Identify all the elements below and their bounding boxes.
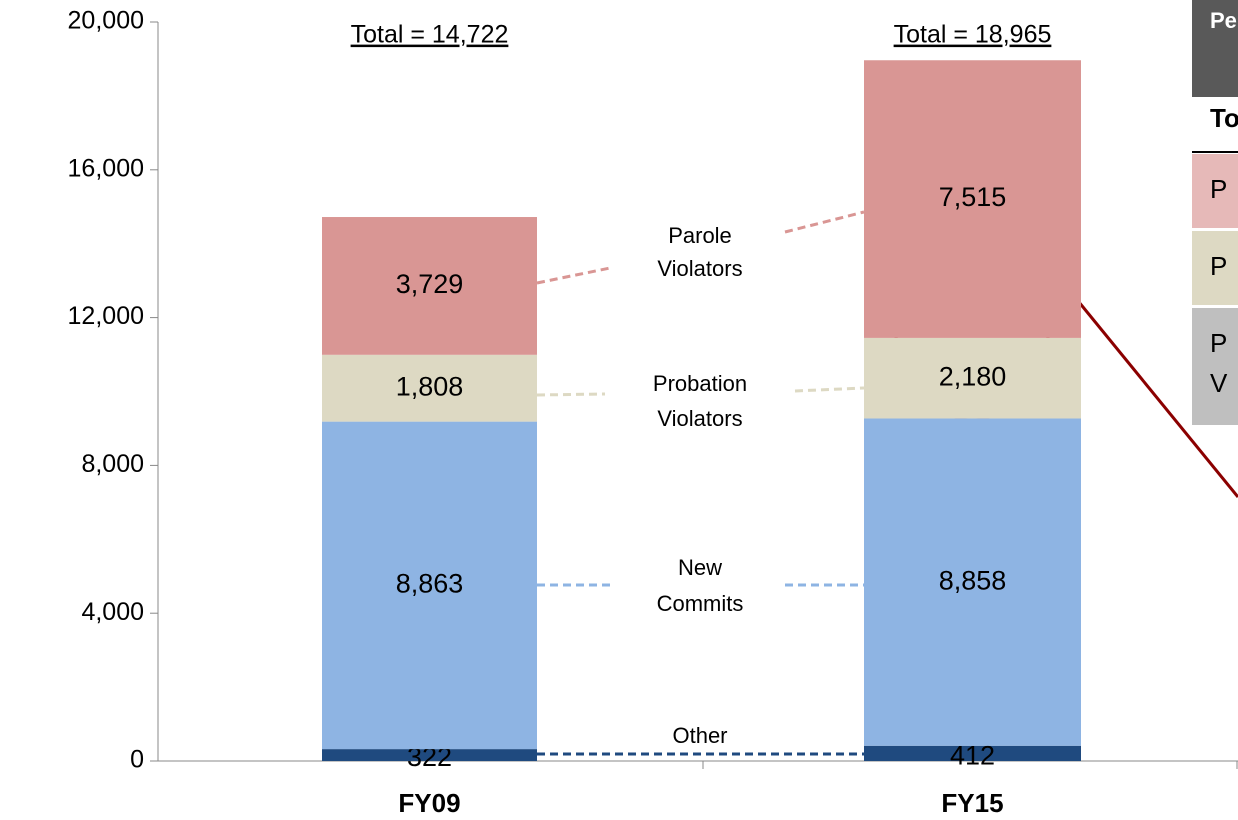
series-label-line: Violators <box>657 256 742 281</box>
panel-row-bg <box>1192 154 1238 228</box>
connector <box>536 392 606 397</box>
bar-segment <box>864 745 1081 761</box>
y-tick-label: 20,000 <box>68 7 144 35</box>
series-label: New Commits <box>657 555 744 616</box>
series-label-line: Probation <box>653 371 747 396</box>
y-tick-label: 16,000 <box>68 154 144 182</box>
x-tick-label: FY09 <box>398 788 460 818</box>
series-label: Other <box>672 723 727 748</box>
total-label: Total = 18,965 <box>894 21 1052 49</box>
panel-header: Pe <box>1210 8 1237 33</box>
value-label: 8,858 <box>939 565 1007 595</box>
panel-row-label: P <box>1210 251 1227 281</box>
series-label: Parole Violators <box>657 223 742 281</box>
panel-row-label: V <box>1210 368 1228 398</box>
value-label: 2,180 <box>939 361 1007 391</box>
bar-segment <box>322 217 537 355</box>
total-label: Total = 14,722 <box>351 21 509 49</box>
x-tick-label: FY15 <box>941 788 1003 818</box>
series-label-line: Parole <box>668 223 732 248</box>
bar-segment <box>322 421 537 750</box>
bar-segment <box>864 60 1081 338</box>
value-label: 7,515 <box>939 182 1007 212</box>
value-label: 1,808 <box>396 371 464 401</box>
series-label-line: New <box>678 555 722 580</box>
panel-row-label: P <box>1210 174 1227 204</box>
bar-segment <box>322 354 537 422</box>
connector <box>536 266 611 285</box>
series-label-line: Violators <box>657 406 742 431</box>
bar-segment <box>864 418 1081 746</box>
bar-segment <box>322 749 537 761</box>
panel-row-label: P <box>1210 328 1227 358</box>
value-label: 3,729 <box>396 269 464 299</box>
y-tick-label: 0 <box>130 746 144 774</box>
panel-column: To <box>1210 103 1238 133</box>
value-label: 8,863 <box>396 568 464 598</box>
connector <box>794 386 865 393</box>
series-label-line: Commits <box>657 591 744 616</box>
callout-line <box>1063 284 1238 498</box>
y-tick-label: 4,000 <box>81 598 144 626</box>
y-tick-label: 8,000 <box>81 450 144 478</box>
panel-row-bg <box>1192 308 1238 425</box>
y-tick-label: 12,000 <box>68 302 144 330</box>
bar-segment <box>864 337 1081 419</box>
panel-row-bg <box>1192 231 1238 305</box>
series-label: Probation Violators <box>653 371 747 431</box>
connector <box>784 210 865 234</box>
panel-header-bg <box>1192 0 1238 97</box>
